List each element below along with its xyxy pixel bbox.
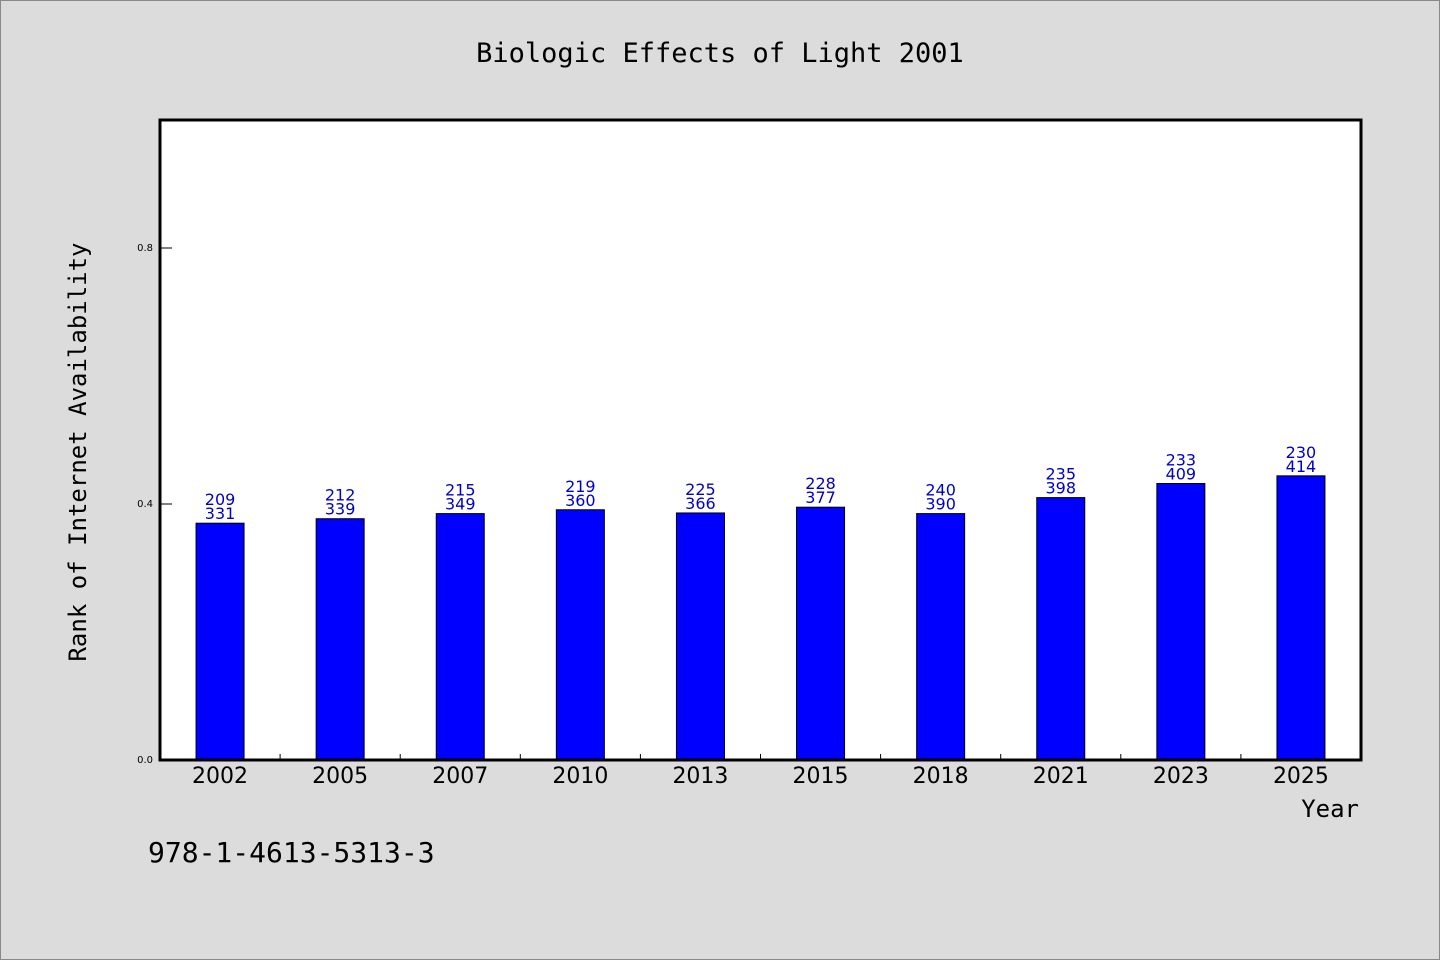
bar-2005 (315, 518, 365, 761)
y-axis-label: Rank of Internet Availability (64, 242, 92, 661)
data-label-top-2005: 212 (325, 486, 356, 505)
bar-2021 (1036, 497, 1086, 761)
x-tick-label-2010: 2010 (552, 764, 608, 789)
data-label-bottom-2005: 339 (325, 500, 356, 519)
data-label-top-2002: 209 (205, 490, 236, 509)
plot-border (158, 118, 1363, 762)
data-label-top-2023: 233 (1166, 451, 1197, 470)
bars-layer (195, 475, 1326, 761)
data-label-bottom-2018: 390 (925, 495, 956, 514)
bar-2013 (675, 512, 725, 761)
x-tick-label-2013: 2013 (672, 764, 728, 789)
bar-2025 (1276, 475, 1326, 761)
x-tick-label-2002: 2002 (192, 764, 248, 789)
x-axis-label: Year (1301, 795, 1359, 823)
data-label-bottom-2002: 331 (205, 504, 236, 523)
data-label-top-2010: 219 (565, 477, 596, 496)
data-label-bottom-2007: 349 (445, 495, 476, 514)
bar-2015 (796, 506, 846, 761)
data-label-top-2021: 235 (1045, 465, 1076, 484)
data-label-bottom-2021: 398 (1045, 479, 1076, 498)
x-tick-label-2018: 2018 (913, 764, 969, 789)
data-label-top-2013: 225 (685, 480, 716, 499)
x-tick-label-2023: 2023 (1153, 764, 1209, 789)
data-label-bottom-2015: 377 (805, 488, 836, 507)
bar-2002 (195, 522, 245, 761)
x-ticks-layer: 2002 2005 2007 2010 2013 2015 2018 2021 2023 2025 (192, 754, 1329, 789)
x-tick-label-2005: 2005 (312, 764, 368, 789)
x-tick-label-2025: 2025 (1273, 764, 1329, 789)
data-label-top-2018: 240 (925, 481, 956, 500)
x-tick-label-2007: 2007 (432, 764, 488, 789)
data-label-top-2015: 228 (805, 474, 836, 493)
x-tick-label-2015: 2015 (793, 764, 849, 789)
chart-title: Biologic Effects of Light 2001 (476, 38, 964, 69)
data-label-top-2025: 230 (1286, 443, 1317, 462)
data-label-bottom-2025: 414 (1286, 457, 1317, 476)
data-label-bottom-2023: 409 (1166, 465, 1197, 484)
data-label-bottom-2010: 360 (565, 491, 596, 510)
x-tick-label-2021: 2021 (1033, 764, 1089, 789)
y-tick-label: 0.8 (137, 243, 153, 254)
bar-2018 (916, 513, 966, 761)
isbn-code: 978-1-4613-5313-3 (148, 836, 435, 869)
y-tick-label: 0.0 (137, 755, 153, 766)
data-label-bottom-2013: 366 (685, 494, 716, 513)
bar-2023 (1156, 483, 1206, 761)
bar-2010 (555, 509, 605, 761)
data-label-top-2007: 215 (445, 481, 476, 500)
y-tick-label: 0.4 (137, 499, 153, 510)
bar-2007 (435, 513, 485, 761)
